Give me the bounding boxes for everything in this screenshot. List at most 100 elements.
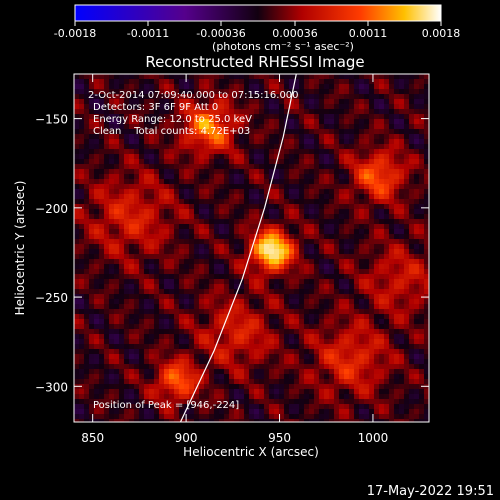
heatmap-cell (164, 349, 169, 354)
heatmap-cell (154, 294, 159, 299)
heatmap-cell (219, 84, 224, 89)
heatmap-cell (289, 329, 294, 334)
heatmap-cell (419, 244, 424, 249)
heatmap-cell (374, 284, 379, 289)
heatmap-cell (99, 314, 104, 319)
heatmap-cell (239, 209, 244, 214)
heatmap-cell (104, 279, 109, 284)
heatmap-cell (164, 354, 169, 359)
heatmap-cell (419, 359, 424, 364)
heatmap-cell (189, 174, 194, 179)
heatmap-cell (209, 314, 214, 319)
heatmap-cell (229, 294, 234, 299)
heatmap-cell (159, 119, 164, 124)
heatmap-cell (379, 264, 384, 269)
heatmap-cell (149, 254, 154, 259)
heatmap-cell (89, 139, 94, 144)
heatmap-cell (299, 189, 304, 194)
heatmap-cell (224, 414, 229, 419)
heatmap-cell (94, 299, 99, 304)
heatmap-cell (224, 259, 229, 264)
heatmap-cell (204, 99, 209, 104)
heatmap-cell (134, 129, 139, 134)
heatmap-cell (239, 84, 244, 89)
heatmap-cell (394, 404, 399, 409)
heatmap-cell (189, 144, 194, 149)
heatmap-cell (259, 119, 264, 124)
heatmap-cell (329, 229, 334, 234)
heatmap-cell (244, 369, 249, 374)
heatmap-cell (249, 259, 254, 264)
heatmap-cell (94, 344, 99, 349)
heatmap-cell (319, 339, 324, 344)
heatmap-cell (219, 129, 224, 134)
heatmap-cell (99, 254, 104, 259)
heatmap-cell (244, 414, 249, 419)
heatmap-cell (229, 159, 234, 164)
heatmap-cell (359, 154, 364, 159)
heatmap-cell (389, 264, 394, 269)
heatmap-cell (94, 274, 99, 279)
heatmap-cell (209, 114, 214, 119)
heatmap-cell (289, 304, 294, 309)
heatmap-cell (394, 204, 399, 209)
heatmap-cell (154, 379, 159, 384)
heatmap-cell (214, 284, 219, 289)
heatmap-cell (279, 254, 284, 259)
heatmap-cell (259, 314, 264, 319)
heatmap-cell (359, 394, 364, 399)
heatmap-cell (409, 394, 414, 399)
heatmap-cell (354, 394, 359, 399)
heatmap-cell (329, 319, 334, 324)
heatmap-cell (304, 299, 309, 304)
heatmap-cell (124, 399, 129, 404)
heatmap-cell (149, 84, 154, 89)
heatmap-cell (379, 389, 384, 394)
heatmap-cell (344, 244, 349, 249)
heatmap-cell (119, 119, 124, 124)
heatmap-cell (164, 164, 169, 169)
heatmap-cell (139, 419, 144, 422)
heatmap-cell (269, 309, 274, 314)
heatmap-cell (94, 184, 99, 189)
heatmap-cell (194, 419, 199, 422)
heatmap-cell (404, 119, 409, 124)
heatmap-cell (189, 384, 194, 389)
heatmap-cell (189, 374, 194, 379)
heatmap-cell (74, 264, 79, 269)
heatmap-cell (204, 299, 209, 304)
heatmap-cell (409, 384, 414, 389)
heatmap-cell (314, 189, 319, 194)
heatmap-cell (229, 199, 234, 204)
heatmap-cell (294, 279, 299, 284)
heatmap-cell (399, 79, 404, 84)
heatmap-cell (309, 279, 314, 284)
heatmap-cell (89, 154, 94, 159)
heatmap-cell (179, 149, 184, 154)
heatmap-cell (84, 204, 89, 209)
heatmap-cell (284, 279, 289, 284)
heatmap-cell (129, 234, 134, 239)
heatmap-cell (194, 159, 199, 164)
heatmap-cell (399, 119, 404, 124)
heatmap-cell (84, 79, 89, 84)
heatmap-cell (299, 289, 304, 294)
heatmap-cell (374, 154, 379, 159)
heatmap-cell (244, 379, 249, 384)
heatmap-cell (174, 229, 179, 234)
heatmap-cell (74, 134, 79, 139)
heatmap-cell (314, 219, 319, 224)
heatmap-cell (99, 309, 104, 314)
heatmap-cell (384, 154, 389, 159)
heatmap-cell (219, 174, 224, 179)
heatmap-cell (344, 399, 349, 404)
heatmap-cell (209, 209, 214, 214)
heatmap-cell (339, 169, 344, 174)
heatmap-cell (129, 184, 134, 189)
heatmap-cell (319, 379, 324, 384)
heatmap-cell (419, 349, 424, 354)
heatmap-cell (224, 399, 229, 404)
heatmap-cell (104, 209, 109, 214)
heatmap-cell (194, 299, 199, 304)
heatmap-cell (139, 269, 144, 274)
